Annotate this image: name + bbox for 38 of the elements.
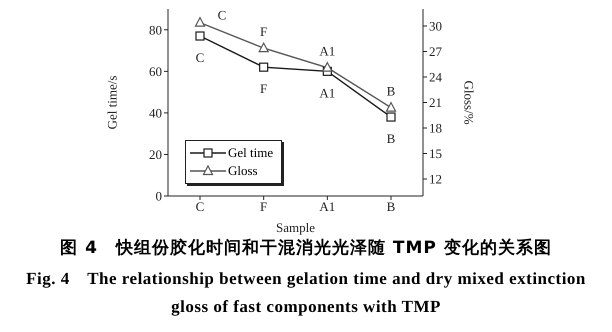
y2-tick-label: 24 (429, 70, 442, 85)
y-tick-label: 20 (149, 147, 162, 162)
y2-tick-label: 27 (429, 44, 442, 60)
y-tick-label: 80 (149, 22, 162, 38)
point (386, 102, 396, 112)
annotation: A1 (319, 44, 336, 59)
point (258, 42, 269, 52)
legend-label: Gloss (228, 162, 258, 180)
y-tick-label: 0 (156, 188, 162, 204)
point (386, 112, 396, 122)
y2-tick-label: 12 (429, 172, 442, 187)
annotation: F (260, 24, 268, 40)
y2-axis-title: Gloss/% (461, 80, 476, 125)
text: Fig. 4 The relationship between gelation time and dry mixed extinction gloss of fast components with TMP (26, 268, 586, 318)
annotation: F (260, 81, 268, 96)
y2-tick-label: 18 (429, 120, 442, 136)
x-axis-title: Sample (276, 220, 316, 235)
x-tick-label: F (260, 199, 268, 214)
x-tick-label: B (386, 199, 396, 214)
x-tick-label: A1 (319, 199, 336, 214)
annotation: C (218, 8, 226, 23)
point (194, 17, 206, 27)
annotation: A1 (319, 85, 336, 100)
point (259, 62, 268, 72)
y2-tick-label: 30 (429, 18, 442, 34)
y-tick-label: 40 (149, 106, 162, 121)
y-tick-label: 60 (149, 64, 162, 79)
annotation: C (196, 50, 204, 66)
x-tick-label: C (196, 199, 204, 214)
point (322, 62, 332, 72)
annotation: B (386, 84, 396, 99)
annotation: B (386, 131, 396, 146)
point (195, 31, 205, 41)
y2-tick-label: 15 (429, 146, 442, 162)
legend-label: Gel time (228, 144, 274, 162)
y-axis-title: Gel time/s (104, 76, 120, 130)
y2-tick-label: 21 (429, 95, 442, 110)
text: 图 4 快组份胶化时间和干混消光光泽随 TMP 变化的关系图 (59, 237, 553, 259)
